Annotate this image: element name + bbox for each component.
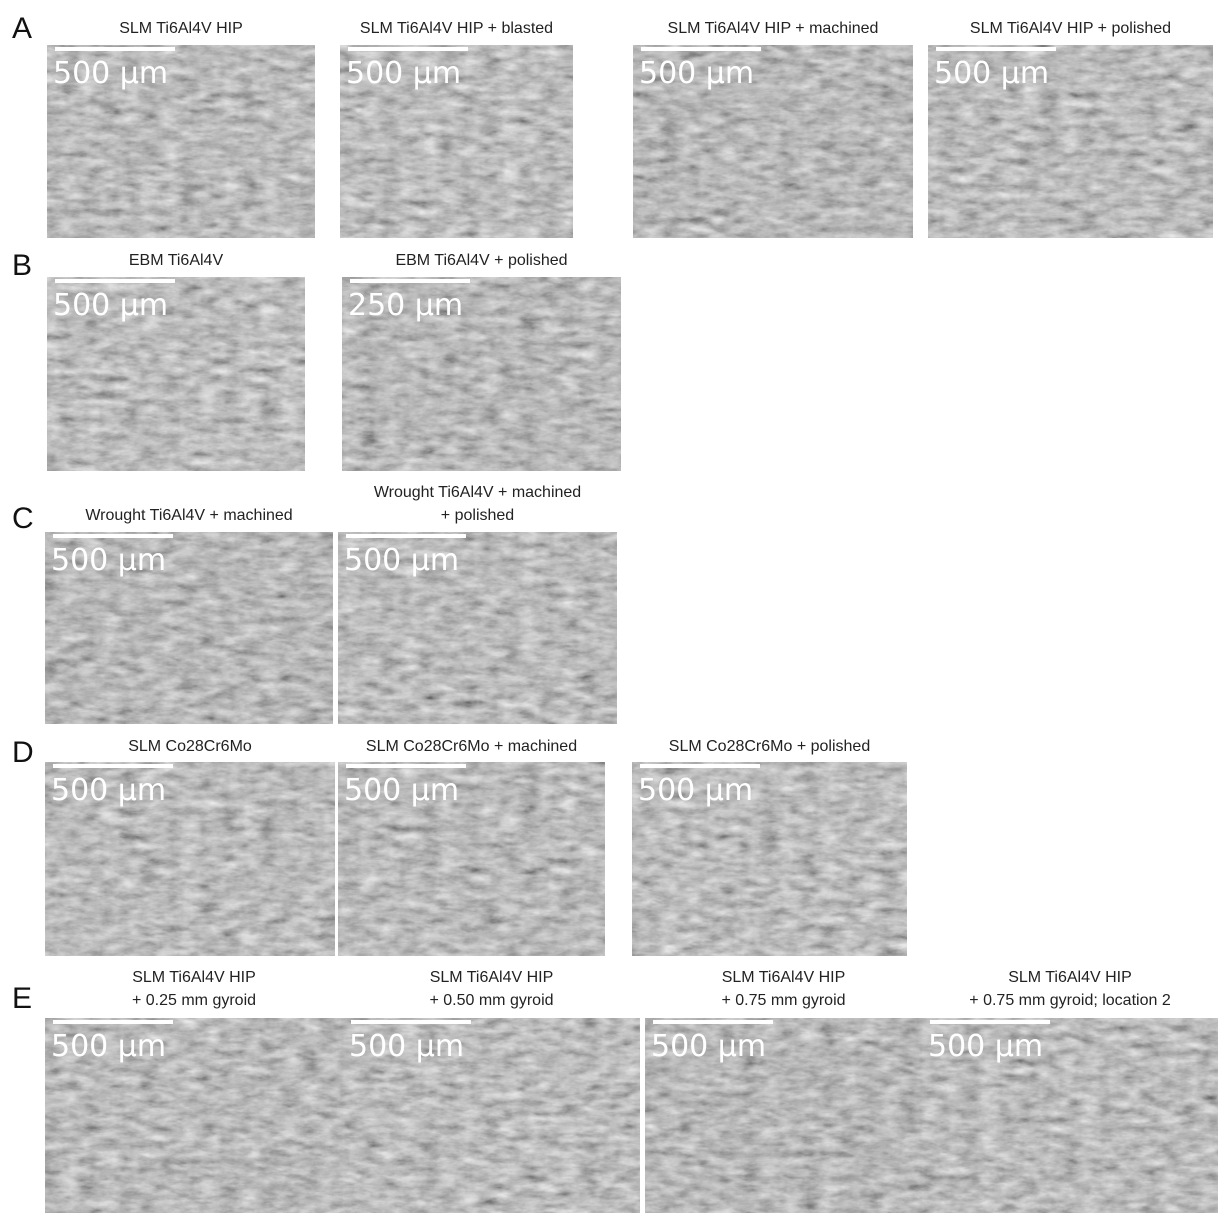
scale-bar <box>55 279 175 283</box>
panel-title: SLM Ti6Al4V HIP + blasted <box>360 20 553 37</box>
scale-label: 500 µm <box>346 56 461 91</box>
panel-letter: E <box>12 982 32 1015</box>
scale-bar <box>640 764 760 768</box>
panel-title: + 0.25 mm gyroid <box>132 992 256 1009</box>
panel-title: Wrought Ti6Al4V + machined <box>374 484 581 501</box>
panel-title: SLM Ti6Al4V HIP <box>132 969 256 986</box>
scale-label: 500 µm <box>51 543 166 578</box>
scale-bar <box>351 1020 471 1024</box>
scale-bar <box>350 279 470 283</box>
scale-label: 500 µm <box>638 773 753 808</box>
panel-title: SLM Ti6Al4V HIP <box>1008 969 1132 986</box>
scale-label: 500 µm <box>639 56 754 91</box>
scale-bar <box>53 764 173 768</box>
panel-letter: A <box>12 12 32 45</box>
scale-bar <box>936 47 1056 51</box>
panel-title: + polished <box>441 507 514 524</box>
scale-bar <box>53 534 173 538</box>
scale-bar <box>653 1020 773 1024</box>
scale-label: 500 µm <box>928 1029 1043 1064</box>
scale-bar <box>930 1020 1050 1024</box>
panel-title: + 0.75 mm gyroid; location 2 <box>969 992 1171 1009</box>
panel-title: EBM Ti6Al4V <box>129 252 224 269</box>
scale-label: 500 µm <box>349 1029 464 1064</box>
panel-title: SLM Ti6Al4V HIP <box>119 20 243 37</box>
scale-label: 500 µm <box>51 773 166 808</box>
scale-label: 250 µm <box>348 288 463 323</box>
scale-label: 500 µm <box>53 56 168 91</box>
scale-bar <box>348 47 468 51</box>
panel-title: EBM Ti6Al4V + polished <box>395 252 567 269</box>
panel-title: SLM Co28Cr6Mo + machined <box>366 738 577 755</box>
panel-title: SLM Co28Cr6Mo + polished <box>669 738 870 755</box>
figure: A SLM Ti6Al4V HIP 500 µm SLM Ti6Al4V HIP + … <box>0 0 1218 1213</box>
scale-label: 500 µm <box>344 773 459 808</box>
scale-label: 500 µm <box>344 543 459 578</box>
panel-title: Wrought Ti6Al4V + machined <box>85 507 292 524</box>
panel-title: SLM Ti6Al4V HIP <box>430 969 554 986</box>
panel-title: SLM Ti6Al4V HIP <box>722 969 846 986</box>
scale-label: 500 µm <box>53 288 168 323</box>
panel-title: + 0.50 mm gyroid <box>429 992 553 1009</box>
scale-bar <box>53 1020 173 1024</box>
scale-bar <box>641 47 761 51</box>
panel-letter: B <box>12 249 32 282</box>
scale-label: 500 µm <box>934 56 1049 91</box>
scale-label: 500 µm <box>651 1029 766 1064</box>
panel-title: SLM Ti6Al4V HIP + machined <box>668 20 879 37</box>
scale-label: 500 µm <box>51 1029 166 1064</box>
scale-bar <box>346 764 466 768</box>
panel-title: SLM Co28Cr6Mo <box>128 738 252 755</box>
panel-letter: D <box>12 736 34 769</box>
scale-bar <box>346 534 466 538</box>
panel-title: + 0.75 mm gyroid <box>721 992 845 1009</box>
scale-bar <box>55 47 175 51</box>
panel-letter: C <box>12 502 34 535</box>
panel-title: SLM Ti6Al4V HIP + polished <box>970 20 1171 37</box>
